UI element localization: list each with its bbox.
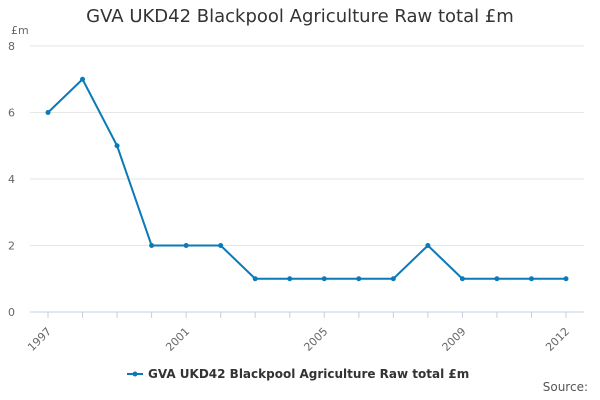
data-point[interactable]	[252, 276, 258, 282]
x-tick-label: 2001	[163, 325, 192, 354]
data-point[interactable]	[459, 276, 465, 282]
legend-label: GVA UKD42 Blackpool Agriculture Raw tota…	[148, 367, 469, 381]
series-layer	[45, 76, 569, 282]
data-point[interactable]	[183, 243, 189, 248]
x-tick-label: 1997	[25, 325, 54, 354]
y-tick-label: 4	[8, 173, 15, 186]
source-label[interactable]: Source:	[542, 380, 588, 394]
data-point[interactable]	[80, 76, 86, 82]
legend[interactable]: GVA UKD42 Blackpool Agriculture Raw tota…	[127, 367, 469, 381]
y-axis-label: £m	[11, 24, 29, 37]
data-point[interactable]	[528, 276, 534, 282]
data-point[interactable]	[149, 243, 155, 248]
x-tick-label: 2012	[543, 325, 572, 354]
x-tick-label: 2009	[440, 325, 469, 354]
data-point[interactable]	[287, 276, 293, 282]
y-tick-label: 0	[8, 306, 15, 319]
x-tick-label: 2005	[301, 325, 330, 354]
chart-title: GVA UKD42 Blackpool Agriculture Raw tota…	[86, 6, 514, 27]
grid-lines	[30, 45, 584, 246]
data-point[interactable]	[390, 276, 396, 282]
axes	[30, 311, 584, 318]
data-point[interactable]	[218, 243, 224, 248]
data-point[interactable]	[563, 276, 569, 282]
data-point[interactable]	[425, 243, 431, 248]
series-line[interactable]	[47, 78, 566, 280]
y-tick-label: 6	[8, 107, 15, 120]
tick-labels: 0 2 4 6 8 £m 1997 2001 2005 2009 2012	[8, 24, 572, 354]
data-point[interactable]	[114, 143, 120, 149]
data-point[interactable]	[45, 110, 51, 115]
data-point[interactable]	[494, 276, 500, 282]
y-tick-label: 8	[8, 40, 15, 53]
data-point[interactable]	[356, 276, 362, 282]
y-tick-label: 2	[8, 240, 15, 253]
data-point[interactable]	[321, 276, 327, 282]
legend-marker	[132, 371, 138, 377]
